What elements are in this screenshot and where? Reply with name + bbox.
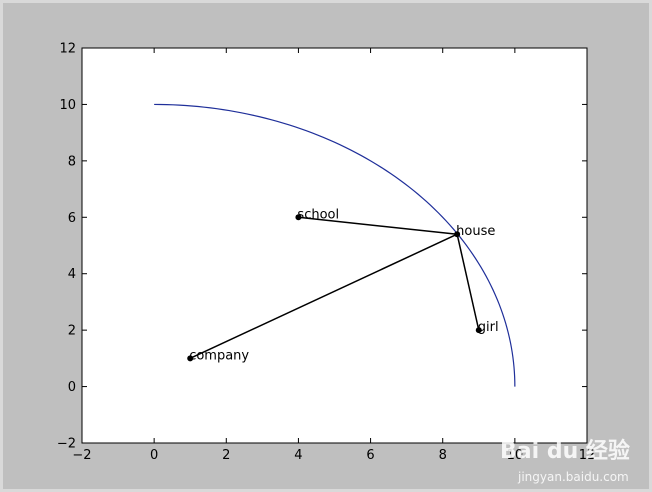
edge-house-school	[298, 216, 458, 235]
tick-labels-layer: −2 0 2 4 6 8 10 12 −2 0 2 4 6 8 10 12	[57, 42, 595, 464]
point-company	[187, 355, 194, 362]
point-label-girl: girl	[478, 320, 499, 335]
edge-house-company	[189, 233, 458, 360]
ticks-layer	[81, 47, 588, 444]
curve-layer	[154, 103, 516, 387]
point-label-school: school	[297, 207, 339, 222]
point-labels-layer: school house girl company	[189, 207, 498, 363]
x-tick-label: 10	[507, 448, 524, 463]
x-tick-label: 4	[294, 448, 302, 463]
baidu-watermark: Bai du 经验 jingyan.baidu.com	[500, 438, 630, 484]
x-tick-label: 6	[366, 448, 374, 463]
axes-area	[81, 47, 588, 444]
edge-house-girl	[456, 234, 480, 331]
y-tick-label: 0	[68, 380, 76, 395]
x-tick-label: 12	[579, 448, 596, 463]
y-tick-label: 12	[59, 42, 76, 57]
point-label-company: company	[189, 348, 249, 363]
x-tick-label: 2	[222, 448, 230, 463]
point-label-house: house	[456, 224, 495, 239]
point-school	[295, 214, 302, 221]
watermark-url: jingyan.baidu.com	[517, 470, 629, 484]
y-tick-label: 2	[68, 324, 76, 339]
quarter-circle-curve	[154, 103, 516, 387]
y-tick-label: 10	[59, 98, 76, 113]
y-tick-label: 4	[68, 267, 76, 282]
edges-layer	[189, 216, 480, 360]
y-tick-label: −2	[57, 437, 76, 452]
x-tick-label: 0	[150, 448, 158, 463]
points-layer	[187, 214, 482, 362]
y-tick-label: 8	[68, 154, 76, 169]
y-tick-label: 6	[68, 211, 76, 226]
x-tick-label: 8	[439, 448, 447, 463]
watermark-brand: Bai du 经验	[500, 438, 630, 464]
point-house	[454, 231, 461, 238]
point-girl	[475, 327, 482, 334]
x-tick-label: −2	[72, 448, 91, 463]
